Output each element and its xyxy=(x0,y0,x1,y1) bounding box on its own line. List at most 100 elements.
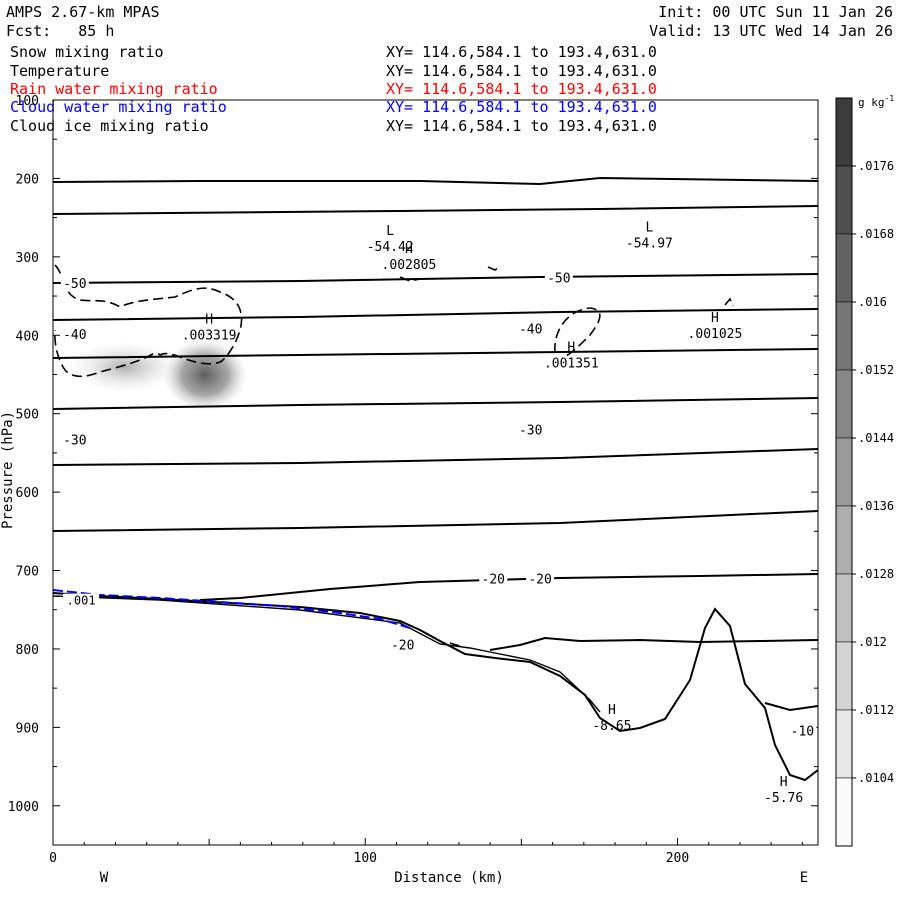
y-axis-title: Pressure (hPa) xyxy=(0,411,16,529)
colorbar-tick-label: .012 xyxy=(858,635,887,649)
extremum-marker: H xyxy=(608,703,616,718)
field-name-cloud-water: Cloud water mixing ratio xyxy=(10,98,227,116)
field-xy-snow: XY= 114.6,584.1 to 193.4,631.0 xyxy=(386,43,657,61)
init-time: Init: 00 UTC Sun 11 Jan 26 xyxy=(658,3,893,21)
snow-contour xyxy=(487,266,499,271)
colorbar-bin xyxy=(835,641,853,711)
model-title: AMPS 2.67-km MPAS xyxy=(6,3,160,21)
y-tick-label: 900 xyxy=(16,721,39,736)
temperature-contour-label: -40 xyxy=(63,328,86,343)
temperature-contour-label: -30 xyxy=(519,424,542,439)
extremum-marker: H xyxy=(711,311,719,326)
extremum-value: -54.97 xyxy=(626,237,673,252)
extremum-marker: H xyxy=(405,242,413,257)
colorbar-tick-label: .0176 xyxy=(858,159,894,173)
extremum-value: .001351 xyxy=(544,357,599,372)
colorbar-bin xyxy=(835,437,853,507)
colorbar-tick-label: .0136 xyxy=(858,499,894,513)
temp-label-bg xyxy=(388,638,417,652)
colorbar-bin xyxy=(835,505,853,575)
plot-area xyxy=(53,176,818,782)
colorbar-bin xyxy=(835,777,853,847)
extremum-value: -8.65 xyxy=(592,719,631,734)
temp-label-bg xyxy=(544,271,573,285)
contour-labels: -50 -50-40 -40-30-30-20 -20-20-10.001L-54.4… xyxy=(60,221,817,806)
snow-contour xyxy=(54,264,243,378)
terrain-line xyxy=(53,592,818,782)
temperature-contour-label: -20 xyxy=(482,573,505,588)
colorbar-bin xyxy=(835,97,853,167)
snow-contour xyxy=(449,642,464,648)
cloud-water-contour xyxy=(53,589,411,629)
isotherm-line xyxy=(53,176,818,186)
temp-label-bg xyxy=(479,572,508,586)
colorbar-unit-exponent: -1 xyxy=(885,94,895,103)
axis-ticks: 100 200 300 400 500 600 700 800 900 1000 0 100 200 xyxy=(8,94,818,866)
terrain-line-secondary xyxy=(53,595,601,713)
snow-label-bg xyxy=(63,593,100,607)
colorbar-tick-label: .0144 xyxy=(858,431,894,445)
isotherm-line xyxy=(199,573,818,601)
temp-label-bg xyxy=(516,423,545,437)
colorbar-tick-label: .0112 xyxy=(858,703,894,717)
colorbar-bin xyxy=(835,709,853,779)
y-tick-label: 200 xyxy=(16,172,39,187)
isotherm-line xyxy=(489,636,818,651)
field-xy-rain: XY= 114.6,584.1 to 193.4,631.0 xyxy=(386,80,657,98)
temp-label-bg xyxy=(788,724,817,738)
colorbar-frame xyxy=(835,97,853,847)
temp-label-bg xyxy=(526,572,555,586)
isotherm-line xyxy=(764,702,818,712)
temp-label-bg xyxy=(60,433,89,447)
extremum-marker: H xyxy=(780,775,788,790)
colorbar-bin xyxy=(835,165,853,235)
temp-label-bg xyxy=(60,276,89,290)
field-name-cloud-ice: Cloud ice mixing ratio xyxy=(10,117,209,135)
colorbar-bin xyxy=(835,233,853,303)
y-tick-label: 1000 xyxy=(8,800,39,815)
y-tick-label: 600 xyxy=(16,486,39,501)
snow-contour-label: .001 xyxy=(67,594,96,608)
colorbar-bin xyxy=(835,573,853,643)
extremum-marker: L xyxy=(386,224,394,239)
extremum-value: .003319 xyxy=(182,328,237,343)
x-tick-label: 100 xyxy=(354,851,377,866)
colorbar-bin xyxy=(835,301,853,371)
colorbar-tick-label: .0104 xyxy=(858,771,894,785)
temperature-contour-label: -30 xyxy=(63,434,86,449)
field-name-temperature: Temperature xyxy=(10,62,110,80)
forecast-hour: Fcst: 85 h xyxy=(6,22,115,40)
field-xy-cloud-water: XY= 114.6,584.1 to 193.4,631.0 xyxy=(386,98,657,116)
plot-frame xyxy=(52,99,819,846)
snow-contour xyxy=(554,307,601,359)
snow-contour xyxy=(399,276,421,282)
temperature-contour-label: -50 xyxy=(63,277,86,292)
colorbar-tick-label: .0168 xyxy=(858,227,894,241)
temp-label-bg xyxy=(60,327,89,341)
x-axis-title: Distance (km) xyxy=(394,870,504,886)
y-tick-label: 100 xyxy=(16,94,39,109)
colorbar: .0176 .0168 .016 .0152 .0144 .0136 .0128 .012 .0… xyxy=(835,94,894,847)
valid-time: Valid: 13 UTC Wed 14 Jan 26 xyxy=(649,22,893,40)
colorbar-tick-label: .016 xyxy=(858,295,887,309)
colorbar-tick-label: .0152 xyxy=(858,363,894,377)
colorbar-unit: g kg-1 xyxy=(858,94,894,109)
field-xy-temperature: XY= 114.6,584.1 to 193.4,631.0 xyxy=(386,62,657,80)
temperature-contour-label: -40 xyxy=(519,322,542,337)
east-label: E xyxy=(800,870,808,886)
isotherm-line xyxy=(53,308,818,321)
colorbar-bin xyxy=(835,369,853,439)
temperature-contour-label: -10 xyxy=(791,725,814,740)
y-tick-label: 400 xyxy=(16,329,39,344)
temp-label-bg xyxy=(516,322,545,336)
extremum-value: .001025 xyxy=(688,327,743,342)
snow-contour xyxy=(724,297,734,307)
extremum-marker: H xyxy=(205,312,213,327)
west-label: W xyxy=(100,870,109,886)
field-name-rain: Rain water mixing ratio xyxy=(10,80,218,98)
y-tick-label: 700 xyxy=(16,565,39,580)
isotherm-line xyxy=(53,448,818,466)
snow-shading-west xyxy=(70,342,180,392)
extremum-marker: L xyxy=(645,221,653,236)
isotherm-line xyxy=(53,273,818,284)
